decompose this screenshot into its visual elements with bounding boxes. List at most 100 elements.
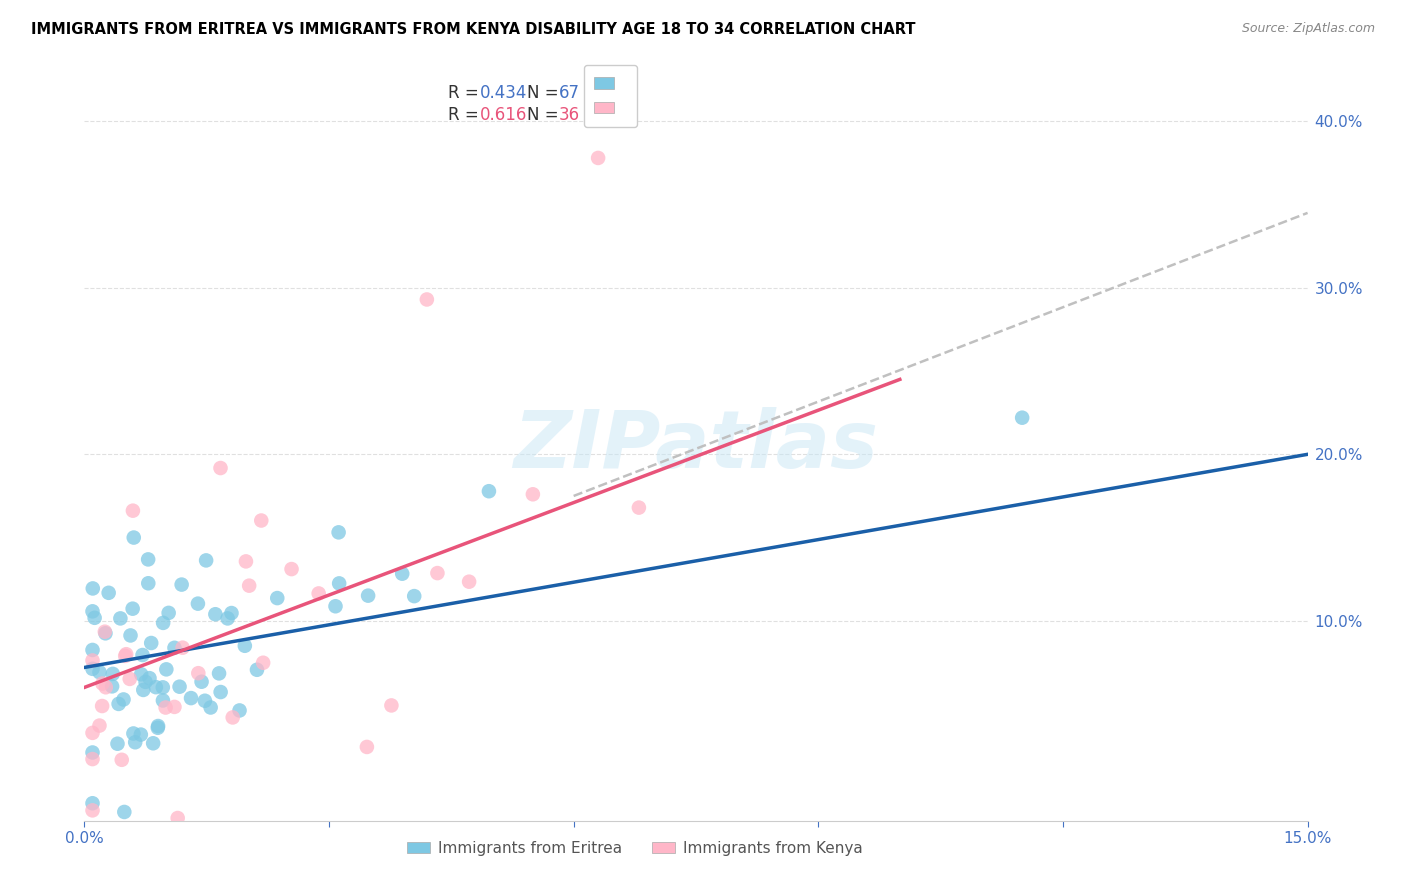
Point — [82, 803, 104, 817]
Point — [190, 674, 212, 689]
Point — [152, 615, 174, 630]
Point — [89, 718, 111, 732]
Point — [170, 577, 193, 591]
Point — [135, 674, 157, 689]
Point — [180, 691, 202, 706]
Point — [246, 663, 269, 677]
Point — [152, 681, 174, 695]
Point — [252, 656, 274, 670]
Point — [142, 736, 165, 750]
Point — [233, 639, 256, 653]
Point — [122, 726, 145, 740]
Text: 36: 36 — [560, 106, 581, 124]
Point — [169, 680, 191, 694]
Text: ZIPatlas: ZIPatlas — [513, 407, 879, 485]
Point — [111, 753, 134, 767]
Point — [82, 726, 104, 740]
Point — [112, 692, 135, 706]
Point — [478, 484, 501, 499]
Point — [217, 611, 239, 625]
Point — [235, 554, 257, 568]
Point — [94, 626, 117, 640]
Point — [152, 693, 174, 707]
Point — [238, 579, 260, 593]
Point — [132, 682, 155, 697]
Point — [458, 574, 481, 589]
Point — [107, 697, 129, 711]
Point — [91, 676, 114, 690]
Point — [308, 586, 330, 600]
Point — [138, 671, 160, 685]
Point — [187, 597, 209, 611]
Point — [118, 672, 141, 686]
Point — [146, 719, 169, 733]
Point — [122, 504, 145, 518]
Point — [426, 566, 449, 580]
Point — [129, 667, 152, 681]
Point — [136, 552, 159, 566]
Point — [163, 699, 186, 714]
Point — [166, 811, 188, 825]
Text: 0.616: 0.616 — [479, 106, 527, 124]
Point — [250, 514, 273, 528]
Point — [82, 746, 104, 760]
Point — [136, 576, 159, 591]
Point — [145, 680, 167, 694]
Point — [115, 647, 138, 661]
Point — [146, 721, 169, 735]
Point — [141, 636, 163, 650]
Point — [163, 640, 186, 655]
Point — [124, 735, 146, 749]
Point — [221, 606, 243, 620]
Point — [114, 648, 136, 663]
Point — [82, 752, 104, 766]
Text: R =: R = — [447, 84, 484, 102]
Point — [522, 487, 544, 501]
Point — [357, 589, 380, 603]
Point — [200, 700, 222, 714]
Point — [356, 739, 378, 754]
Point — [208, 666, 231, 681]
Point — [155, 700, 177, 714]
Point — [209, 461, 232, 475]
Point — [94, 624, 117, 639]
Text: N =: N = — [527, 84, 564, 102]
Point — [155, 662, 177, 676]
Point — [82, 662, 104, 676]
Point — [82, 582, 104, 596]
Point — [107, 737, 129, 751]
Point — [97, 586, 120, 600]
Point — [328, 576, 350, 591]
Point — [82, 643, 104, 657]
Point — [82, 604, 104, 618]
Point — [129, 728, 152, 742]
Point — [131, 648, 153, 662]
Point — [150, 887, 173, 892]
Text: IMMIGRANTS FROM ERITREA VS IMMIGRANTS FROM KENYA DISABILITY AGE 18 TO 34 CORRELA: IMMIGRANTS FROM ERITREA VS IMMIGRANTS FR… — [31, 22, 915, 37]
Point — [195, 553, 218, 567]
Point — [204, 607, 226, 622]
Point — [122, 531, 145, 545]
Point — [222, 710, 245, 724]
Point — [110, 611, 132, 625]
Point — [416, 293, 439, 307]
Point — [82, 653, 104, 667]
Point — [94, 680, 117, 694]
Point — [89, 665, 111, 680]
Point — [1011, 410, 1033, 425]
Point — [194, 694, 217, 708]
Point — [101, 679, 124, 693]
Text: N =: N = — [527, 106, 564, 124]
Point — [101, 666, 124, 681]
Point — [391, 566, 413, 581]
Point — [187, 666, 209, 681]
Point — [404, 589, 426, 603]
Point — [91, 698, 114, 713]
Point — [157, 606, 180, 620]
Point — [172, 640, 194, 655]
Point — [325, 599, 347, 614]
Point — [380, 698, 402, 713]
Point — [586, 151, 609, 165]
Point — [120, 628, 142, 642]
Point — [209, 685, 232, 699]
